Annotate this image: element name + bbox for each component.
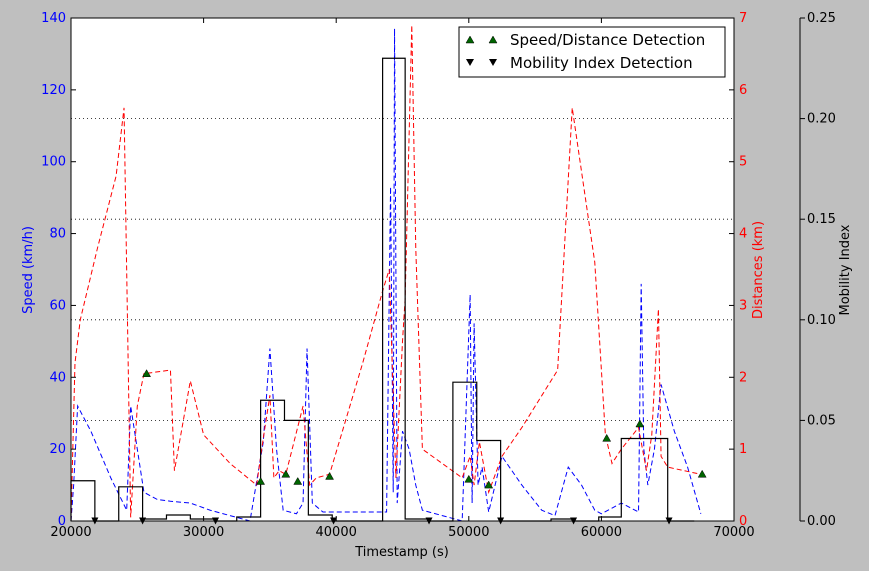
legend-label-speed-distance: Speed/Distance Detection (510, 31, 705, 49)
speed-tick-label-5: 100 (41, 155, 66, 170)
x-tick-label-4: 60000 (581, 525, 622, 540)
mobility-tick-label-3: 0.15 (807, 212, 836, 227)
legend-label-mobility: Mobility Index Detection (510, 54, 693, 72)
x-axis-label: Timestamp (s) (354, 545, 449, 560)
y-axis-label-mobility: Mobility Index (838, 224, 853, 315)
y-axis-label-speed: Speed (km/h) (21, 226, 36, 314)
distance-tick-label-2: 2 (739, 370, 747, 385)
distance-tick-label-5: 5 (739, 155, 747, 170)
speed-tick-label-7: 140 (41, 11, 66, 26)
speed-tick-label-2: 40 (49, 370, 66, 385)
speed-tick-label-4: 80 (49, 227, 66, 242)
plot-background (71, 18, 734, 521)
legend-marker-speed-distance-1 (465, 35, 475, 44)
speed-distance-detection-marker-4 (325, 471, 335, 480)
speed-series-line (70, 28, 702, 522)
legend-marker-mobility-1 (466, 59, 474, 66)
distance-tick-label-3: 3 (739, 298, 747, 313)
mobility-tick-label-4: 0.20 (807, 112, 836, 127)
plot-frame (70, 17, 735, 522)
speed-distance-detection-marker-2 (281, 469, 291, 478)
legend: Speed/Distance Detection Mobility Index … (458, 26, 726, 78)
speed-distance-detection-marker-3 (293, 476, 303, 485)
axes-layer: 20000 30000 40000 50000 60000 700000204060801… (41, 11, 836, 540)
speed-distance-detection-marker-8 (635, 419, 645, 428)
x-tick-label-0: 20000 (50, 525, 91, 540)
mobility-tick-label-0: 0.00 (807, 514, 836, 529)
speed-distance-detection-marker-1 (256, 476, 266, 485)
speed-tick-label-3: 60 (49, 298, 66, 313)
grid-layer (71, 118, 734, 421)
speed-distance-detection-marker-5 (464, 474, 474, 483)
speed-distance-detection-marker-7 (602, 433, 612, 442)
speed-distance-detection-marker-0 (142, 369, 152, 377)
distance-tick-label-7: 7 (739, 11, 747, 26)
mobility-tick-label-5: 0.25 (807, 11, 836, 26)
distance-tick-label-0: 0 (739, 514, 747, 529)
speed-tick-label-6: 120 (41, 83, 66, 98)
mobility-tick-label-2: 0.10 (807, 313, 836, 328)
x-tick-label-3: 50000 (448, 525, 489, 540)
legend-marker-mobility-2 (489, 59, 497, 66)
mobility-tick-label-1: 0.05 (807, 413, 836, 428)
x-tick-label-2: 40000 (316, 525, 357, 540)
x-tick-label-1: 30000 (183, 525, 224, 540)
x-tick-label-5: 70000 (713, 525, 754, 540)
y-axis-label-distance: Distances (km) (751, 221, 766, 319)
distance-tick-label-4: 4 (739, 227, 747, 242)
distance-tick-label-6: 6 (739, 83, 747, 98)
distance-tick-label-1: 1 (739, 442, 747, 457)
speed-tick-label-0: 0 (58, 514, 66, 529)
speed-distance-detection-marker-9 (697, 469, 707, 478)
legend-box (458, 26, 726, 78)
legend-marker-speed-distance-2 (488, 35, 498, 44)
speed-distance-detection-marker-6 (484, 480, 494, 489)
speed-tick-label-1: 20 (49, 442, 66, 457)
